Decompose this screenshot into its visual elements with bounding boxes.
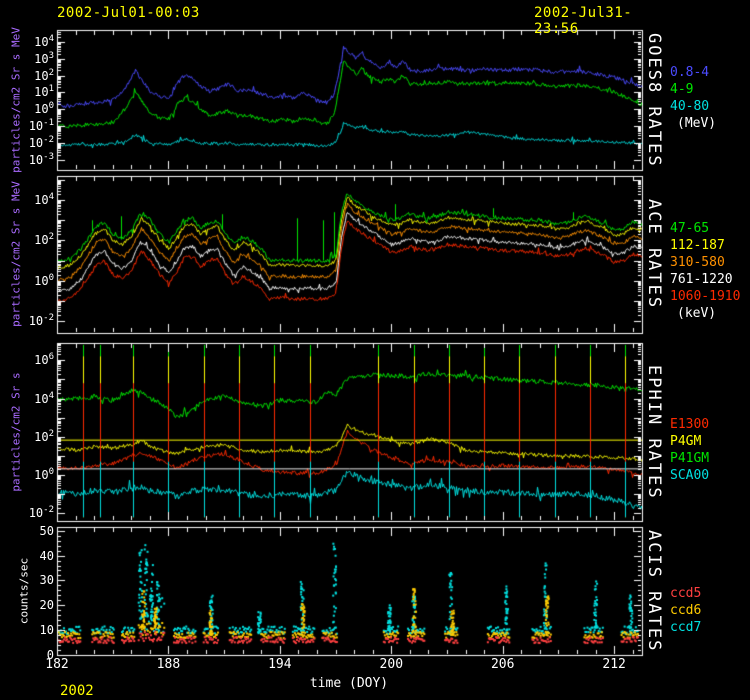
legend-entry: P4GM bbox=[670, 434, 702, 449]
legend-entry: 40-80 bbox=[670, 99, 710, 114]
acis-legend: ccd5 ccd6 ccd7 bbox=[670, 585, 701, 636]
acis-y-axis-label: counts/sec bbox=[17, 557, 31, 625]
year-label: 2002 bbox=[60, 683, 94, 699]
y-tick-label: 100 bbox=[34, 272, 54, 288]
legend-entry: E1300 bbox=[670, 417, 710, 432]
y-tick-label: 10-3 bbox=[28, 151, 54, 167]
ephin-panel-title: EPHIN RATES bbox=[644, 364, 664, 500]
acis-panel-title: ACIS RATES bbox=[644, 529, 664, 653]
y-tick-label: 104 bbox=[34, 33, 54, 49]
y-tick-label: 102 bbox=[34, 232, 54, 248]
y-tick-label: 20 bbox=[39, 598, 54, 613]
legend-entry: 1060-1910 bbox=[670, 289, 741, 304]
goes8-legend: 0.8-4 4-9 40-80 (MeV) bbox=[670, 64, 716, 132]
y-tick-label: 102 bbox=[34, 428, 54, 444]
y-tick-label: 0 bbox=[46, 648, 54, 662]
y-tick-label: 10-1 bbox=[28, 118, 54, 134]
y-tick-label: 30 bbox=[39, 573, 54, 588]
y-tick-label: 104 bbox=[34, 390, 54, 406]
y-tick-label: 100 bbox=[34, 101, 54, 117]
x-tick-label: 200 bbox=[379, 657, 404, 672]
x-axis-label: time (DOY) bbox=[309, 676, 389, 691]
y-tick-label: 101 bbox=[34, 84, 54, 100]
legend-entry: 310-580 bbox=[670, 255, 725, 270]
legend-entry: ccd6 bbox=[670, 603, 702, 618]
x-tick-label: 212 bbox=[602, 657, 626, 672]
legend-entry: ccd5 bbox=[670, 586, 702, 601]
legend-entry: ccd7 bbox=[670, 620, 702, 635]
y-tick-label: 10-2 bbox=[28, 312, 54, 328]
legend-entry: (keV) bbox=[677, 306, 717, 321]
x-tick-label: 206 bbox=[490, 657, 515, 672]
x-tick-label: 182 bbox=[45, 657, 69, 672]
y-tick-label: 50 bbox=[39, 523, 54, 538]
y-tick-label: 106 bbox=[34, 352, 54, 368]
y-tick-label: 103 bbox=[34, 50, 54, 66]
goes8-panel-title: GOES8 RATES bbox=[644, 32, 664, 168]
legend-entry: (MeV) bbox=[677, 116, 717, 131]
y-tick-label: 104 bbox=[34, 192, 54, 208]
x-tick-label: 188 bbox=[156, 657, 181, 672]
y-tick-label: 100 bbox=[34, 467, 54, 483]
x-tick-label: 194 bbox=[268, 657, 292, 672]
legend-entry: 47-65 bbox=[670, 221, 710, 236]
start-time-label: 2002-Jul01-00:03 bbox=[57, 5, 200, 21]
ace-panel-title: ACE RATES bbox=[644, 199, 664, 310]
end-time-label: 2002-Jul31-23:56 bbox=[534, 5, 633, 37]
y-tick-label: 10-2 bbox=[28, 505, 54, 521]
legend-entry: 0.8-4 bbox=[670, 65, 710, 80]
legend-entry: SCA00 bbox=[670, 468, 710, 483]
legend-entry: 761-1220 bbox=[670, 272, 733, 287]
legend-entry: P41GM bbox=[670, 451, 710, 466]
y-tick-label: 40 bbox=[39, 548, 54, 563]
y-tick-label: 10 bbox=[39, 623, 54, 638]
ephin-legend: E1300 P4GM P41GM SCA00 bbox=[670, 416, 709, 484]
legend-entry: 112-187 bbox=[670, 238, 725, 253]
y-tick-label: 10-2 bbox=[28, 135, 54, 150]
ace-legend: 47-65 112-187 310-580 761-1220 1060-1910 (keV… bbox=[670, 220, 740, 322]
y-tick-label: 102 bbox=[34, 67, 54, 83]
legend-entry: 4-9 bbox=[670, 82, 694, 97]
